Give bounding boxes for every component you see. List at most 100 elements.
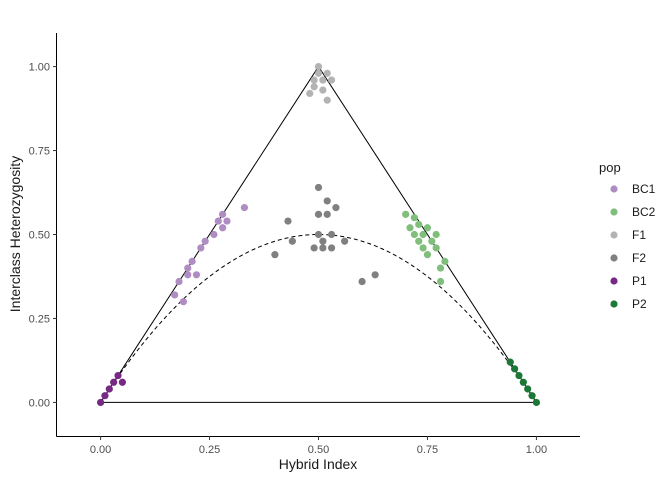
point-bc2-2 (410, 230, 418, 239)
point-f2-12 (327, 244, 336, 252)
point-p1-2 (105, 385, 113, 393)
point-f1-7 (323, 69, 331, 77)
point-p2-3 (519, 378, 527, 386)
point-bc1-5 (188, 257, 196, 265)
point-bc2-11 (432, 244, 440, 252)
legend-key-p1 (610, 277, 618, 285)
y-tick-label: 1.00 (29, 62, 50, 74)
point-f1-8 (323, 96, 331, 104)
point-f2-6 (314, 230, 323, 239)
legend-label-f1: F1 (632, 228, 646, 242)
point-f2-0 (271, 251, 279, 259)
point-bc2-3 (410, 214, 418, 222)
point-f2-15 (358, 277, 366, 286)
point-p1-3 (110, 378, 118, 386)
legend-label-f2: F2 (632, 251, 646, 265)
legend-label-p1: P1 (632, 274, 647, 288)
point-f1-4 (314, 62, 323, 71)
legend-key-f1 (610, 231, 618, 239)
point-f2-2 (288, 237, 296, 245)
x-tick-label: 0.00 (90, 444, 111, 456)
y-tick-label: 0.00 (29, 397, 50, 409)
tick-labels: 0.00 0.25 0.50 0.75 1.00 0.00 0.25 0.50 0.75 1.00 (29, 62, 548, 456)
point-f2-11 (327, 230, 336, 239)
reference-line-triangle (100, 65, 538, 403)
point-f1-2 (310, 83, 318, 91)
point-bc2-6 (419, 244, 427, 252)
plot-area (96, 62, 541, 407)
x-axis-title: Hybrid Index (279, 456, 358, 472)
y-axis-title: Interclass Heterozygosity (7, 156, 23, 312)
point-bc2-9 (423, 224, 432, 232)
point-f1-1 (310, 76, 318, 84)
point-f2-1 (284, 217, 292, 225)
point-bc2-15 (441, 257, 449, 265)
y-tick-label: 0.75 (29, 146, 50, 158)
point-p2-1 (511, 365, 519, 373)
point-bc2-13 (436, 264, 445, 272)
point-f2-8 (319, 244, 327, 252)
point-p2-5 (528, 392, 536, 400)
point-bc2-4 (415, 237, 423, 245)
point-p2-6 (532, 398, 541, 407)
point-bc1-3 (184, 271, 192, 279)
point-f2-10 (323, 197, 331, 205)
point-f1-0 (306, 89, 314, 98)
point-bc2-8 (423, 251, 432, 259)
point-bc1-10 (214, 217, 222, 225)
point-bc1-11 (219, 224, 227, 232)
point-bc1-12 (219, 210, 227, 218)
point-bc1-0 (171, 291, 179, 299)
legend-label-p2: P2 (632, 297, 647, 311)
point-bc1-7 (197, 244, 205, 252)
point-f2-4 (314, 210, 323, 218)
x-tick-label: 1.00 (526, 444, 547, 456)
reference-line-hwe-curve (100, 233, 537, 403)
legend-label-bc1: BC1 (632, 182, 656, 196)
legend: pop BC1 BC2 F1 F2 P1 P2 (599, 160, 656, 311)
point-bc1-9 (210, 230, 218, 239)
point-p1-4 (114, 371, 122, 380)
point-f2-7 (319, 237, 327, 245)
point-bc1-6 (192, 271, 201, 279)
point-bc1-4 (184, 264, 192, 272)
point-f2-5 (314, 183, 323, 192)
point-bc1-8 (201, 237, 209, 245)
legend-label-bc2: BC2 (632, 205, 656, 219)
legend-title: pop (599, 160, 621, 175)
point-f2-9 (323, 210, 331, 218)
point-f1-6 (319, 86, 327, 94)
point-bc2-12 (432, 230, 440, 239)
point-bc2-0 (402, 210, 410, 218)
point-f1-5 (319, 76, 327, 84)
point-f1-3 (314, 69, 323, 77)
legend-key-p2 (610, 300, 618, 308)
point-f2-16 (371, 271, 379, 279)
point-bc1-14 (240, 204, 249, 212)
point-f2-13 (332, 204, 340, 212)
point-p2-4 (524, 385, 532, 393)
point-f2-14 (341, 237, 349, 245)
x-tick-label: 0.25 (199, 444, 220, 456)
point-p1-1 (101, 392, 109, 400)
point-bc1-2 (175, 277, 183, 286)
legend-key-f2 (610, 254, 618, 262)
point-bc2-10 (428, 237, 436, 245)
point-f1-9 (327, 76, 336, 84)
point-p2-0 (506, 358, 514, 366)
point-bc2-14 (436, 277, 445, 286)
x-tick-label: 0.50 (308, 444, 329, 456)
point-p2-2 (515, 371, 523, 380)
legend-key-bc2 (610, 208, 618, 216)
point-bc1-1 (179, 298, 187, 306)
point-f2-3 (310, 244, 318, 252)
y-tick-label: 0.50 (29, 230, 50, 242)
point-p1-0 (96, 398, 105, 407)
point-bc1-13 (223, 217, 231, 225)
point-bc2-5 (415, 220, 423, 229)
point-bc2-7 (419, 230, 427, 239)
y-tick-label: 0.25 (29, 313, 50, 325)
legend-key-bc1 (610, 185, 618, 193)
x-tick-label: 0.75 (417, 444, 438, 456)
